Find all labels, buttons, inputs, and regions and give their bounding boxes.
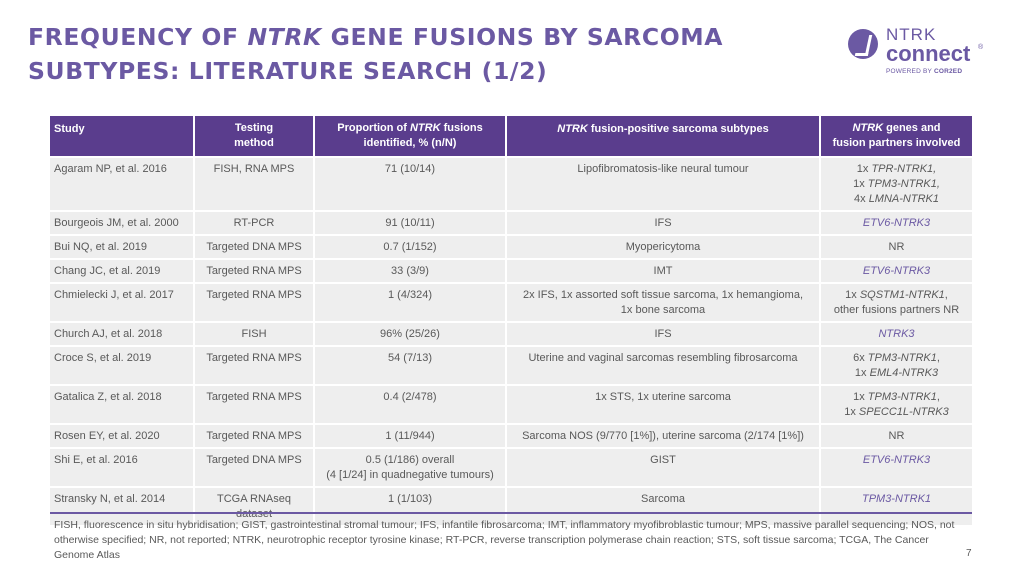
cell-method: FISH xyxy=(194,322,315,347)
header-subtypes: NTRK fusion-positive sarcoma subtypes xyxy=(506,116,821,158)
table-row: Shi E, et al. 2016 Targeted DNA MPS 0.5 … xyxy=(50,448,972,488)
cell-study: Shi E, et al. 2016 xyxy=(50,448,195,488)
page-number: 7 xyxy=(966,548,972,559)
table-row: Bourgeois JM, et al. 2000 RT-PCR 91 (10/… xyxy=(50,211,972,236)
title-line1-b: GENE FUSIONS BY SARCOMA xyxy=(321,23,724,51)
cell-proportion: 1 (11/944) xyxy=(314,424,507,449)
cell-study: Stransky N, et al. 2014 xyxy=(50,487,195,527)
cell-proportion: 0.4 (2/478) xyxy=(314,385,507,425)
cell-proportion: 0.7 (1/152) xyxy=(314,235,507,260)
cell-proportion: 54 (7/13) xyxy=(314,346,507,386)
ntrk-connect-logo: NTRK connect ® POWERED BY COR2ED xyxy=(846,24,996,84)
table-row: Croce S, et al. 2019 Targeted RNA MPS 54… xyxy=(50,346,972,386)
header-testing-method: Testing method xyxy=(194,116,315,158)
cell-genes: 1x SQSTM1-NTRK1, other fusions partners N… xyxy=(820,283,972,323)
cell-study: Church AJ, et al. 2018 xyxy=(50,322,195,347)
title-line1-a: FREQUENCY OF xyxy=(28,23,248,51)
table-row: Rosen EY, et al. 2020 Targeted RNA MPS 1… xyxy=(50,424,972,449)
cell-method: TCGA RNAseq dataset xyxy=(194,487,315,527)
table-row: Gatalica Z, et al. 2018 Targeted RNA MPS… xyxy=(50,385,972,425)
title-line2: SUBTYPES: LITERATURE SEARCH (1/2) xyxy=(28,57,548,85)
cell-genes: NTRK3 xyxy=(820,322,972,347)
cell-subtype: Lipofibromatosis-like neural tumour xyxy=(506,157,821,212)
cell-study: Rosen EY, et al. 2020 xyxy=(50,424,195,449)
cell-proportion: 0.5 (1/186) overall (4 [1/24] in quadnega… xyxy=(314,448,507,488)
cell-subtype: Myopericytoma xyxy=(506,235,821,260)
cell-subtype: IMT xyxy=(506,259,821,284)
cell-study: Gatalica Z, et al. 2018 xyxy=(50,385,195,425)
cell-study: Croce S, et al. 2019 xyxy=(50,346,195,386)
cell-method: Targeted RNA MPS xyxy=(194,424,315,449)
cell-method: Targeted RNA MPS xyxy=(194,283,315,323)
cell-proportion: 1 (4/324) xyxy=(314,283,507,323)
cell-genes: NR xyxy=(820,424,972,449)
logo-connect-text: connect xyxy=(886,41,971,66)
cell-method: Targeted RNA MPS xyxy=(194,259,315,284)
cell-proportion: 96% (25/26) xyxy=(314,322,507,347)
logo-mark-icon xyxy=(848,29,878,59)
cell-genes: ETV6-NTRK3 xyxy=(820,211,972,236)
cell-subtype: Sarcoma xyxy=(506,487,821,527)
cell-subtype: 1x STS, 1x uterine sarcoma xyxy=(506,385,821,425)
cell-genes: ETV6-NTRK3 xyxy=(820,259,972,284)
table-row: Chang JC, et al. 2019 Targeted RNA MPS 3… xyxy=(50,259,972,284)
logo-ntrk-text: NTRK xyxy=(886,25,937,44)
cell-proportion: 71 (10/14) xyxy=(314,157,507,212)
cell-subtype: Sarcoma NOS (9/770 [1%]), uterine sarcom… xyxy=(506,424,821,449)
header-proportion: Proportion of NTRK fusions identified, % … xyxy=(314,116,507,158)
cell-subtype: 2x IFS, 1x assorted soft tissue sarcoma,… xyxy=(506,283,821,323)
abbreviations-footnote: FISH, fluorescence in situ hybridisation… xyxy=(54,519,955,561)
cell-proportion: 91 (10/11) xyxy=(314,211,507,236)
cell-method: Targeted RNA MPS xyxy=(194,385,315,425)
footnote-divider xyxy=(50,512,972,514)
slide-title: FREQUENCY OF NTRK GENE FUSIONS BY SARCOM… xyxy=(28,20,788,88)
cell-genes: TPM3-NTRK1 xyxy=(820,487,972,527)
cell-study: Bui NQ, et al. 2019 xyxy=(50,235,195,260)
cell-genes: 1x TPM3-NTRK1, 1x SPECC1L-NTRK3 xyxy=(820,385,972,425)
table-row: Chmielecki J, et al. 2017 Targeted RNA M… xyxy=(50,283,972,323)
cell-proportion: 33 (3/9) xyxy=(314,259,507,284)
cell-subtype: Uterine and vaginal sarcomas resembling … xyxy=(506,346,821,386)
cell-study: Bourgeois JM, et al. 2000 xyxy=(50,211,195,236)
cell-study: Chang JC, et al. 2019 xyxy=(50,259,195,284)
table-row: Agaram NP, et al. 2016 FISH, RNA MPS 71 … xyxy=(50,157,972,212)
literature-table: Study Testing method Proportion of NTRK f… xyxy=(50,116,972,527)
cell-proportion: 1 (1/103) xyxy=(314,487,507,527)
table-row: Church AJ, et al. 2018 FISH 96% (25/26) … xyxy=(50,322,972,347)
header-genes-partners: NTRK genes and fusion partners involved xyxy=(820,116,972,158)
cell-subtype: GIST xyxy=(506,448,821,488)
table-row: Bui NQ, et al. 2019 Targeted DNA MPS 0.7… xyxy=(50,235,972,260)
cell-method: Targeted DNA MPS xyxy=(194,448,315,488)
logo-registered-mark: ® xyxy=(978,44,984,51)
title-line1-italic: NTRK xyxy=(247,23,322,51)
cell-subtype: IFS xyxy=(506,322,821,347)
header-study: Study xyxy=(50,116,195,158)
cell-method: FISH, RNA MPS xyxy=(194,157,315,212)
cell-method: Targeted RNA MPS xyxy=(194,346,315,386)
cell-subtype: IFS xyxy=(506,211,821,236)
cell-method: RT-PCR xyxy=(194,211,315,236)
cell-genes: 6x TPM3-NTRK1, 1x EML4-NTRK3 xyxy=(820,346,972,386)
cell-method: Targeted DNA MPS xyxy=(194,235,315,260)
table-row: Stransky N, et al. 2014 TCGA RNAseq data… xyxy=(50,487,972,527)
table-header-row: Study Testing method Proportion of NTRK f… xyxy=(50,116,972,158)
cell-study: Chmielecki J, et al. 2017 xyxy=(50,283,195,323)
cell-genes: ETV6-NTRK3 xyxy=(820,448,972,488)
logo-powered-by: POWERED BY COR2ED xyxy=(886,68,963,75)
cell-genes: 1x TPR-NTRK1, 1x TPM3-NTRK1, 4x LMNA-NTRK1 xyxy=(820,157,972,212)
cell-genes: NR xyxy=(820,235,972,260)
cell-study: Agaram NP, et al. 2016 xyxy=(50,157,195,212)
